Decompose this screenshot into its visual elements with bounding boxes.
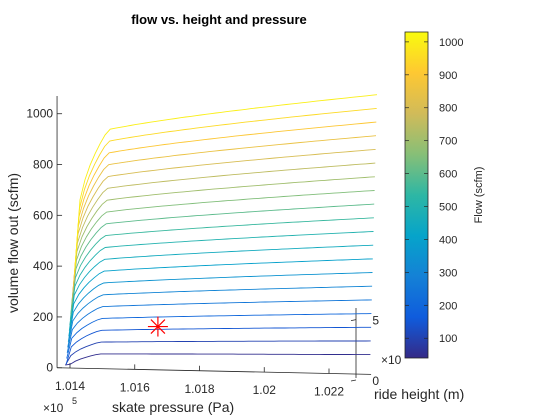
x-tick-label: 1.016	[120, 380, 150, 394]
contour-line-850	[72, 135, 377, 287]
x-exponent-prefix: ×10	[43, 401, 64, 415]
x-exponent: ×10 5	[43, 396, 77, 415]
x-tick-label: 1.022	[314, 385, 344, 399]
contour-line-750	[71, 162, 376, 298]
x-axis-line	[57, 367, 372, 375]
colorbar-tick-label: 700	[439, 136, 457, 148]
colorbar-tick-label: 200	[439, 300, 457, 312]
contour-line-500	[69, 231, 374, 326]
contour-line-800	[72, 148, 376, 292]
colorbar-tick-label: 1000	[439, 37, 463, 49]
y-exponent-prefix: ×10	[381, 353, 402, 367]
z-tick-label: 600	[33, 208, 53, 222]
colorbar-tick-label: 800	[439, 103, 457, 115]
y-tick	[350, 379, 357, 382]
contour-line-1000	[74, 94, 378, 270]
red-asterisk-marker	[147, 316, 168, 337]
contour-line-100	[65, 340, 371, 365]
y-tick-label: 0	[372, 374, 379, 388]
contour-line-50	[65, 353, 371, 366]
contour-line-450	[68, 244, 374, 331]
contour-line-150	[65, 326, 372, 365]
y-tick-label: 5	[372, 314, 379, 328]
contour-line-550	[69, 217, 374, 320]
plot-axes: 0 200 400 600 800 1000 1.014 1.016 1.018 1.02 1.02…	[26, 95, 379, 399]
contour-lines	[65, 94, 378, 366]
contour-line-250	[66, 299, 372, 353]
contour-line-200	[66, 313, 372, 359]
x-tick-label: 1.014	[55, 379, 85, 393]
colorbar-tick-label: 100	[439, 333, 457, 345]
contour-line-600	[70, 203, 375, 315]
contour-line-650	[70, 190, 375, 309]
contour-line-400	[68, 258, 373, 337]
z-tick-label: 1000	[26, 107, 53, 121]
colorbar-ticks: 100 200 300 400 500 600 700 800 900 1000	[405, 37, 463, 345]
x-tick-label: 1.02	[253, 383, 277, 397]
colorbar: 100 200 300 400 500 600 700 800 900 1000 Flow (sc…	[404, 31, 485, 359]
x-tick-label: 1.018	[184, 382, 214, 396]
contour-line-700	[71, 176, 375, 304]
z-axis-label: volume flow out (scfm)	[5, 173, 21, 313]
contour-line-300	[67, 285, 373, 348]
contour-line-900	[73, 121, 377, 281]
z-tick-label: 800	[33, 158, 53, 172]
colorbar-label: Flow (scfm)	[473, 167, 485, 224]
z-tick-label: 400	[33, 259, 53, 273]
colorbar-tick-label: 600	[439, 169, 457, 181]
y-tick	[350, 319, 357, 322]
z-tick-label: 0	[46, 361, 53, 375]
y-axis-label: ride height (m)	[374, 386, 464, 402]
colorbar-tick-label: 500	[439, 202, 457, 214]
colorbar-tick-label: 300	[439, 267, 457, 279]
x-exponent-power: 5	[72, 396, 77, 406]
contour-line-350	[67, 272, 373, 342]
colorbar-tick-label: 900	[439, 70, 457, 82]
contour-line-950	[73, 107, 377, 276]
colorbar-gradient	[404, 31, 429, 359]
colorbar-tick-label: 400	[439, 234, 457, 246]
marker-stroke	[150, 319, 166, 334]
x-axis-label: skate pressure (Pa)	[112, 399, 234, 415]
chart-title: flow vs. height and pressure	[131, 12, 307, 27]
z-tick-label: 200	[33, 310, 53, 324]
